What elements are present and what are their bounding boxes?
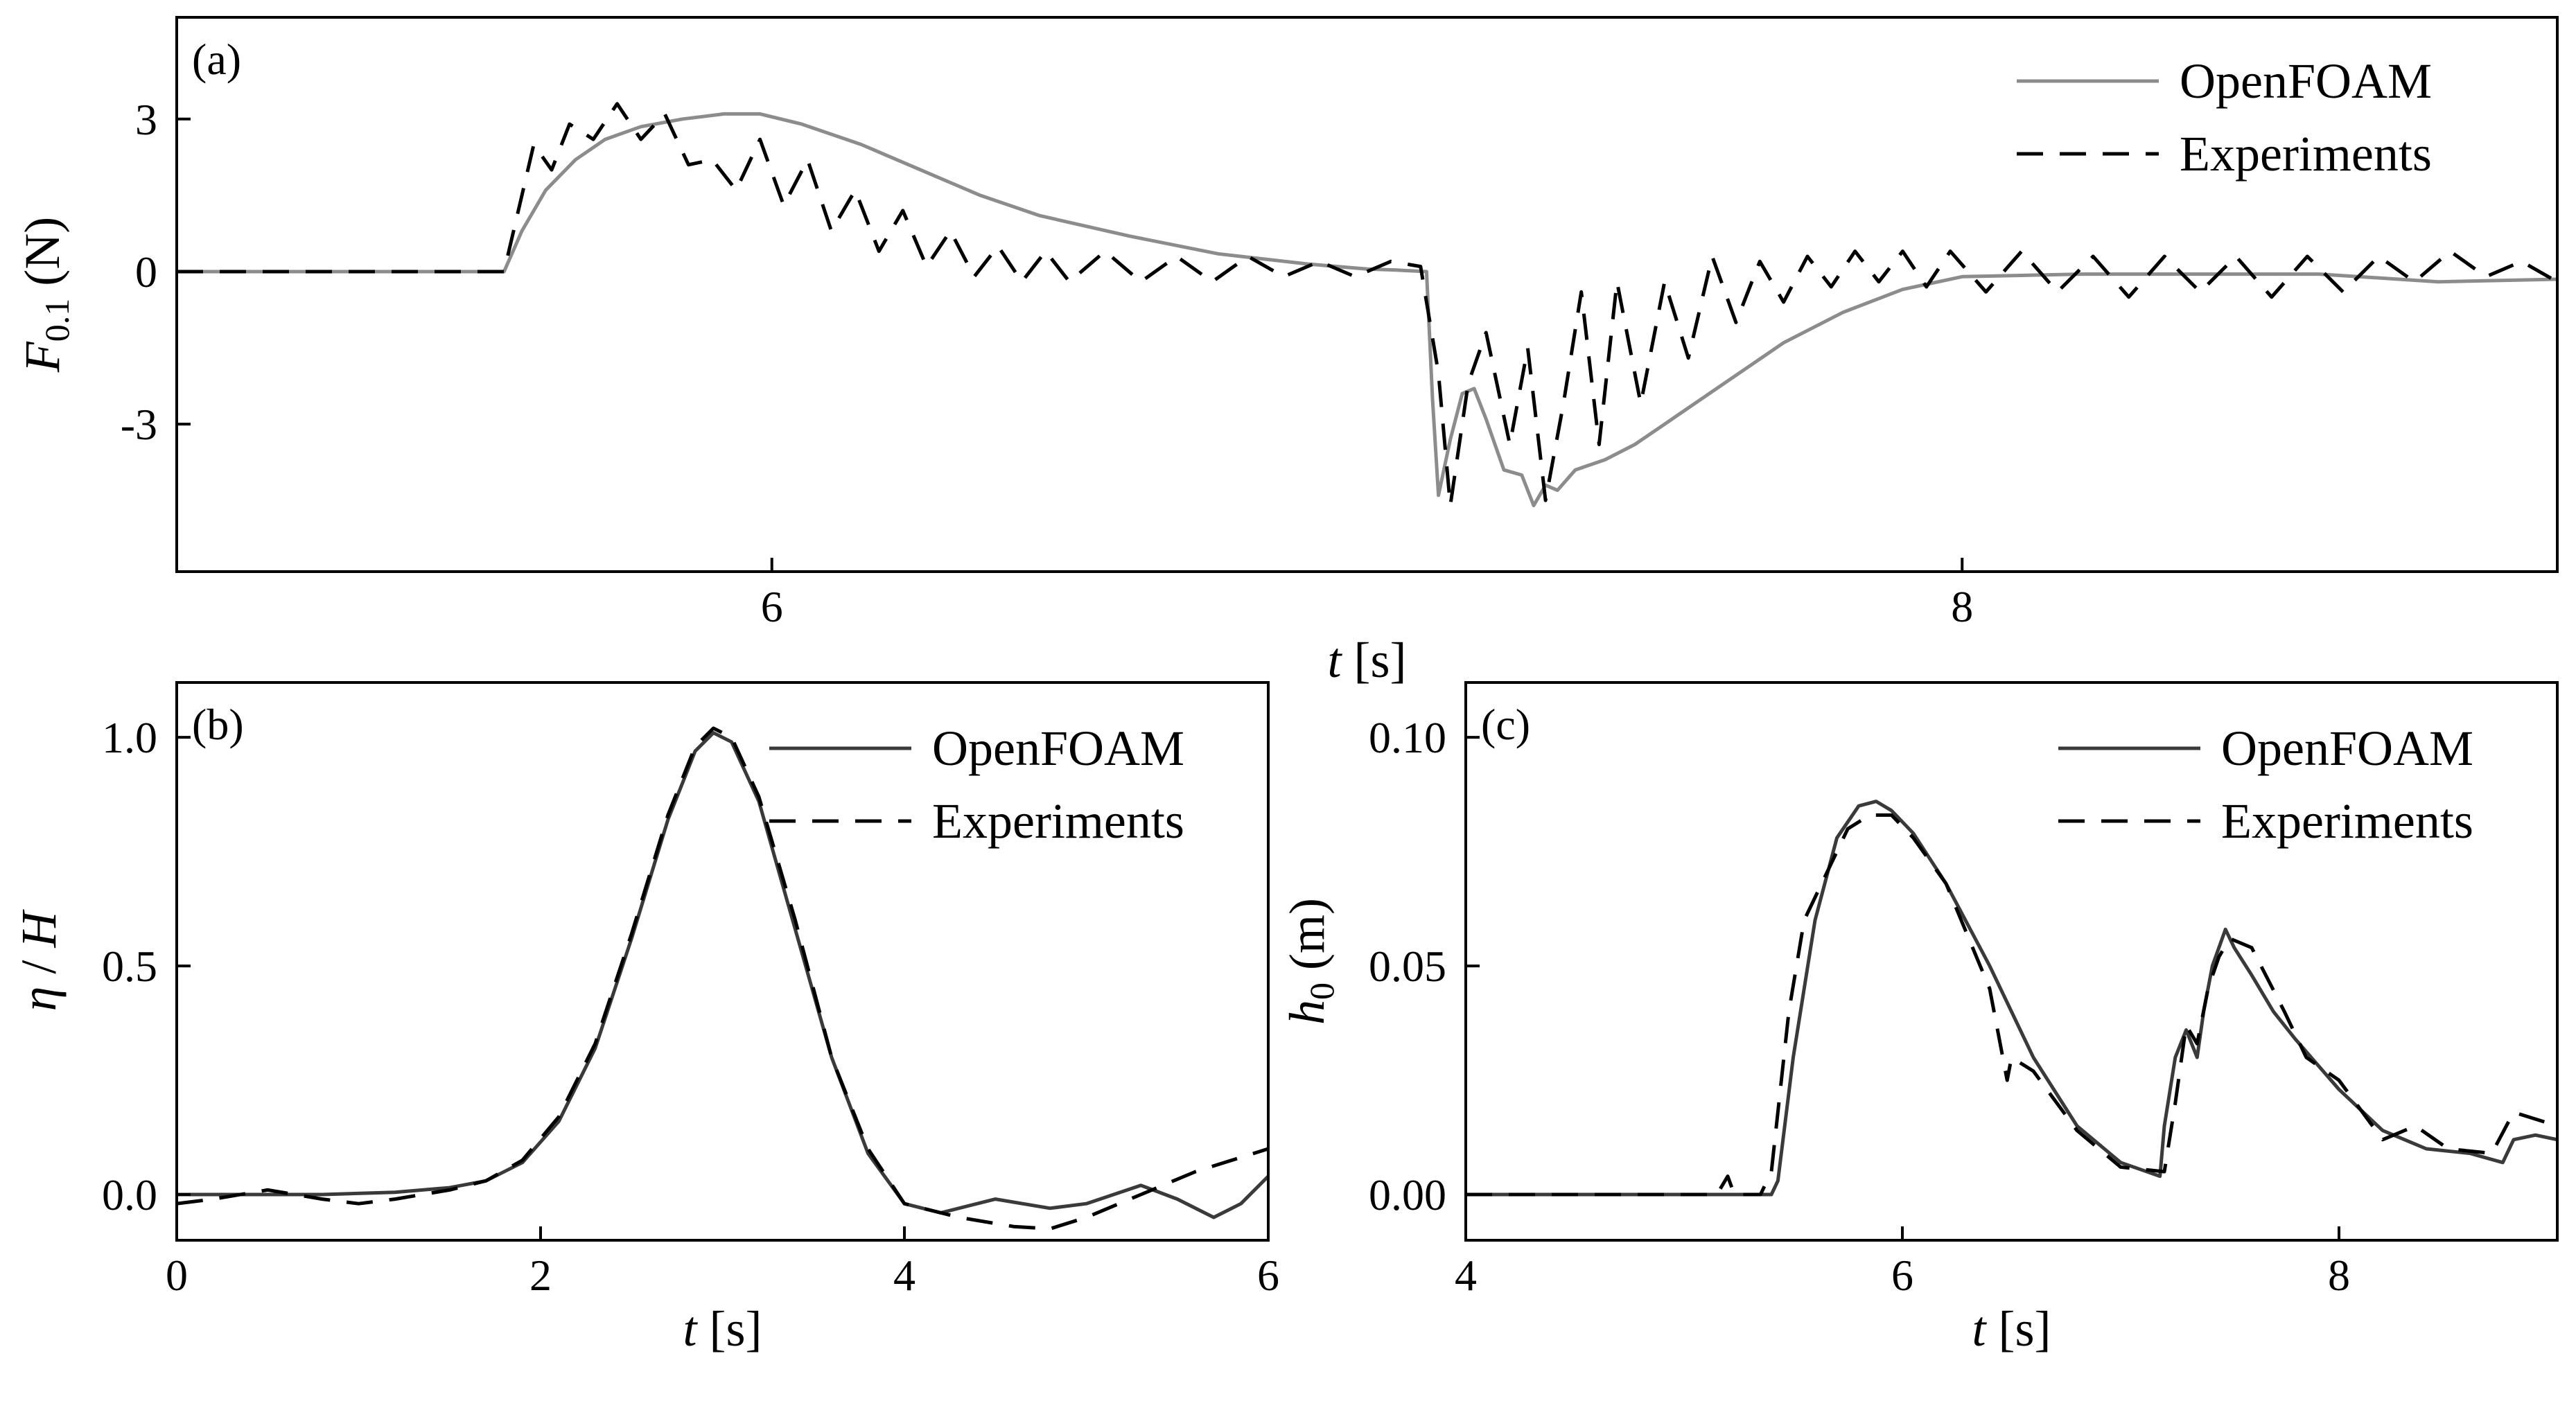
chart-1-legend-label-openfoam: OpenFOAM — [932, 721, 1184, 776]
chart-1-series-openfoam-line — [177, 731, 1268, 1219]
chart-1-ytick-label: 0.0 — [102, 1170, 157, 1219]
chart-1-ytick-label: 1.0 — [102, 713, 157, 762]
chart-1-ylabel: η / H — [11, 909, 67, 1012]
chart-2-xlabel: t [s] — [1972, 1301, 2051, 1357]
chart-1-series-experiments-line — [177, 726, 1268, 1231]
panel-1: 0 2 4 6 0.0 0.5 1.0 t [s] η / H (b) OpenFOAM Experi… — [11, 681, 1279, 1357]
chart-2-xtick-label: 8 — [2328, 1251, 2350, 1300]
chart-1-panel-tag: (b) — [192, 700, 244, 749]
chart-1-legend-label-experiments: Experiments — [932, 793, 1184, 849]
chart-0-legend-label-experiments: Experiments — [2180, 126, 2432, 182]
chart-1-xlabel: t [s] — [683, 1301, 762, 1357]
chart-2-panel-tag: (c) — [1481, 700, 1530, 749]
chart-2-xtick-label: 6 — [1891, 1251, 1913, 1300]
chart-1-frame — [175, 681, 1270, 1242]
chart-1-xtick-label: 6 — [1257, 1251, 1279, 1300]
chart-2-xtick-label: 4 — [1455, 1251, 1477, 1300]
chart-0-xtick-label: 8 — [1951, 582, 1973, 631]
chart-0-series-experiments-line — [177, 102, 2557, 508]
chart-0-ylabel: F0.1 (N) — [15, 217, 76, 373]
panel-2: 4 6 8 0.00 0.05 0.10 t [s] h0 (m) (c) OpenFOAM Exp… — [1279, 681, 2559, 1357]
chart-0-series-openfoam-line — [177, 112, 2557, 508]
chart-0-xlabel: t [s] — [1328, 633, 1407, 688]
chart-2-series-openfoam-line — [1466, 800, 2557, 1197]
chart-2-frame — [1464, 681, 2559, 1242]
chart-1-ytick-label: 0.5 — [102, 942, 157, 991]
chart-0-frame — [175, 16, 2559, 573]
chart-0-ytick-label: -3 — [121, 400, 157, 449]
panel-0: 6 8 3 0 -3 t [s] F0.1 (N) (a) OpenFOAM Experiment… — [15, 16, 2559, 688]
chart-2-series-experiments-line — [1466, 813, 2557, 1197]
chart-2-ytick-label: 0.05 — [1369, 942, 1446, 991]
chart-0-legend-label-openfoam: OpenFOAM — [2180, 53, 2432, 109]
chart-2-legend-label-openfoam: OpenFOAM — [2221, 721, 2473, 776]
chart-2-ytick-label: 0.10 — [1369, 713, 1446, 762]
chart-1-xtick-label: 2 — [529, 1251, 552, 1300]
chart-1-xtick-label: 0 — [166, 1251, 188, 1300]
chart-0-xtick-label: 6 — [761, 582, 783, 631]
chart-2-ytick-label: 0.00 — [1369, 1170, 1446, 1219]
chart-2-ylabel: h0 (m) — [1279, 898, 1341, 1025]
chart-0-panel-tag: (a) — [192, 35, 241, 84]
chart-0-ytick-label: 3 — [135, 95, 157, 144]
chart-2-legend-label-experiments: Experiments — [2221, 793, 2473, 849]
chart-0-ytick-label: 0 — [135, 247, 157, 297]
chart-1-xtick-label: 4 — [893, 1251, 915, 1300]
